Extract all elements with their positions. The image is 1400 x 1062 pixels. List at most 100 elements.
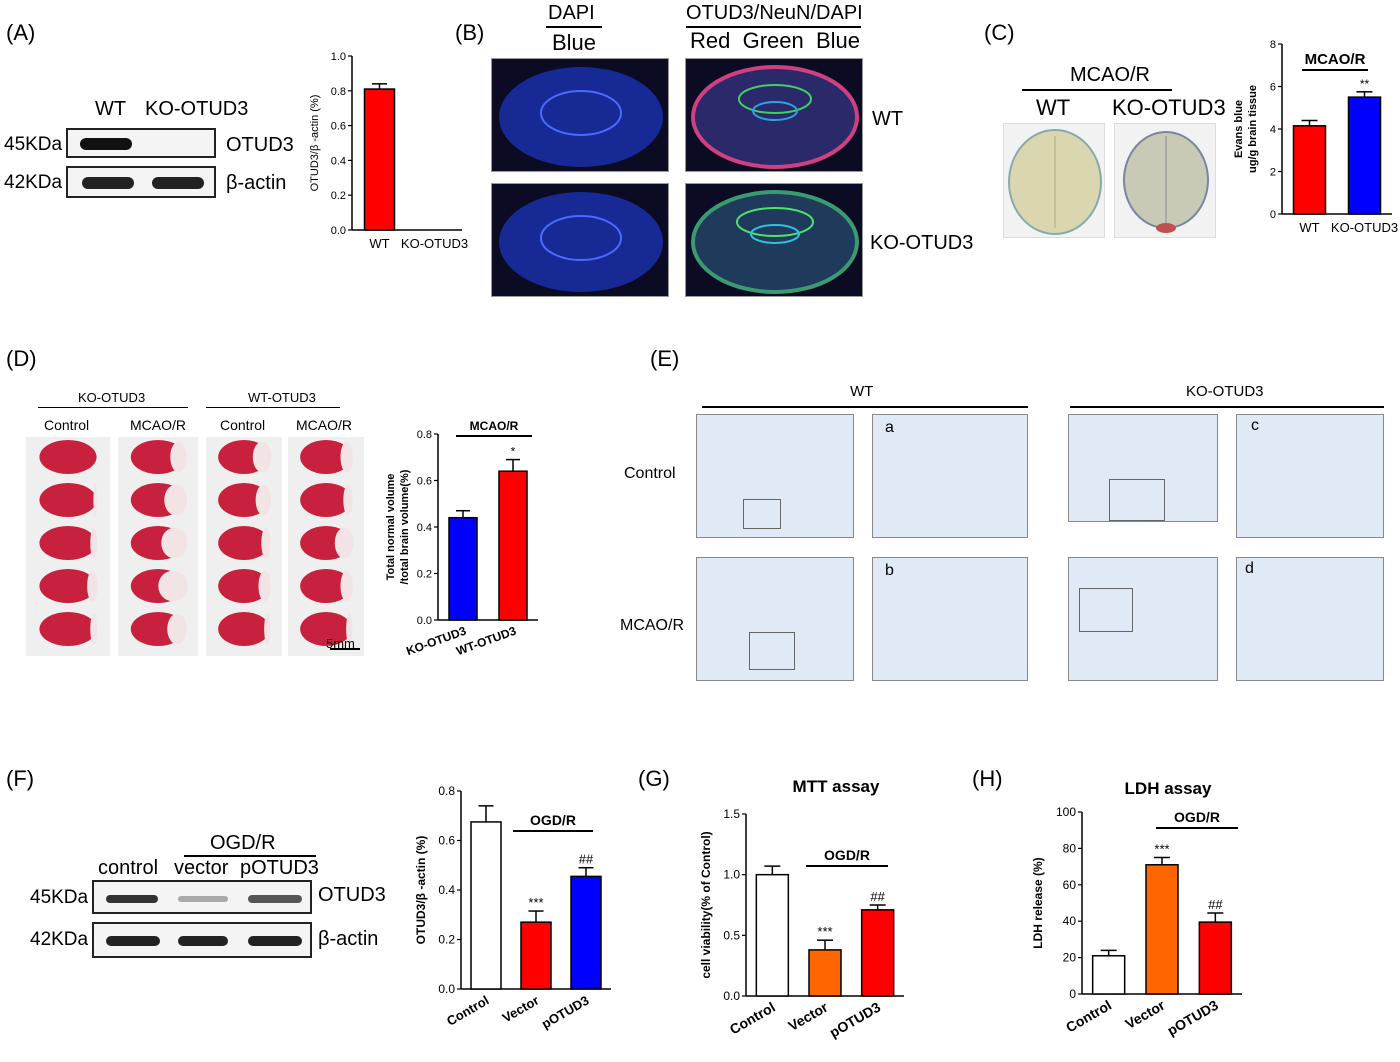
roi-box — [1109, 479, 1165, 521]
y-tick-label: 0.0 — [723, 989, 740, 1003]
brain-slice — [218, 569, 270, 603]
panel-label-a: (A) — [6, 20, 36, 45]
chart-g: 0.0 0.5 1.0 1.5 cell viability(% of Control)… — [699, 777, 904, 1041]
brain-slice — [218, 483, 270, 517]
y-tick-label: 0.2 — [438, 933, 455, 947]
bar — [1292, 125, 1327, 215]
band — [178, 896, 228, 902]
nissl-stain-inset-image: c — [1236, 414, 1384, 538]
infarct-area — [158, 570, 188, 602]
chart-h: 0 20 40 60 80 100 LDH release (%) Control *** Vec… — [1031, 779, 1242, 1039]
y-tick-label: 0.6 — [438, 834, 455, 848]
ttc-slices-image — [288, 437, 364, 656]
nissl-stain-image — [1068, 557, 1218, 681]
y-tick-label: 0.8 — [417, 429, 432, 441]
infarct-area — [258, 570, 271, 602]
y-tick-label: 0.4 — [438, 883, 455, 897]
x-tick-label: Control — [444, 993, 492, 1029]
y-tick-label: 0 — [1069, 987, 1076, 1001]
significance-label: *** — [1154, 842, 1169, 857]
infarct-area — [164, 484, 188, 516]
chart-d: 0.0 0.2 0.4 0.6 0.8 Total normal volume/total… — [385, 419, 538, 658]
nissl-stain-inset-image: d — [1236, 557, 1384, 681]
brain-slice — [300, 612, 352, 646]
chart-f: 0.0 0.2 0.4 0.6 0.8 OTUD3/β -actin (%) Control… — [414, 784, 611, 1032]
x-tick-label: pOTUD3 — [539, 993, 592, 1032]
significance-label: ** — [1360, 77, 1370, 91]
band — [248, 895, 302, 903]
bar — [755, 873, 790, 997]
inset-label: d — [1245, 560, 1254, 577]
significance-label: *** — [528, 895, 543, 910]
row-label-control: Control — [624, 465, 676, 482]
panel-label-c: (C) — [984, 20, 1015, 45]
y-tick-label: 0 — [1270, 209, 1276, 221]
divider — [206, 407, 340, 408]
infarct-area — [87, 570, 98, 602]
channel-label: Red Green Blue — [690, 28, 860, 53]
brain-slice — [218, 612, 270, 646]
protein-actin-f: β-actin — [318, 928, 379, 950]
y-axis-label: /total brain volume(%) — [399, 469, 411, 584]
roi-box — [743, 499, 781, 529]
y-tick-label: 20 — [1063, 951, 1077, 965]
significance-label: * — [511, 445, 516, 459]
blot-otud3-f — [92, 880, 312, 914]
y-tick-label: 0.5 — [723, 928, 740, 942]
band — [82, 177, 134, 189]
brain-slice — [300, 440, 352, 474]
y-axis-label: OTUD3/β -actin (%) — [414, 836, 428, 945]
y-tick-label: 0.0 — [331, 225, 346, 237]
infarct-area — [340, 441, 353, 473]
divider — [702, 406, 1028, 408]
group-label-c: MCAO/R — [1070, 64, 1150, 86]
y-tick-label: 6 — [1270, 82, 1276, 94]
y-tick-label: 0.0 — [438, 982, 455, 996]
brain-slice — [39, 612, 97, 646]
y-tick-label: 2 — [1270, 167, 1276, 179]
divider — [184, 855, 316, 857]
y-tick-label: 0.4 — [331, 155, 346, 167]
brain-slice — [300, 569, 352, 603]
brain-section-image — [685, 183, 863, 297]
panel-label-b: (B) — [455, 20, 485, 45]
nissl-stain-image — [696, 557, 854, 681]
bar — [363, 88, 396, 231]
chart-title: MTT assay — [793, 777, 880, 796]
col-label: MCAO/R — [130, 417, 186, 433]
row-label-wt: WT — [872, 108, 904, 130]
x-tick-label: pOTUD3 — [1164, 997, 1221, 1039]
nissl-stain-inset-image: b — [872, 557, 1028, 681]
marker-45kda: 45KDa — [4, 134, 63, 155]
lane-label: control — [98, 857, 159, 879]
panel-label-g: (G) — [638, 766, 670, 791]
group-label: MCAO/R — [470, 419, 519, 433]
divider — [686, 26, 861, 28]
bar — [1198, 921, 1233, 995]
infarct-area — [90, 613, 98, 645]
ttc-slices-image — [26, 437, 110, 656]
lane-label-ko: KO-OTUD3 — [145, 98, 249, 120]
col-label: MCAO/R — [296, 417, 352, 433]
x-tick-label: WT — [369, 236, 389, 251]
chart-a: 0.0 0.2 0.4 0.6 0.8 1.0 OTUD3/β -actin (%) WT KO… — [309, 51, 468, 251]
chart-title: LDH assay — [1125, 779, 1212, 798]
divider — [38, 407, 188, 408]
stain-label: OTUD3/NeuN/DAPI — [686, 2, 863, 24]
y-axis-label: OTUD3/β -actin (%) — [309, 95, 321, 192]
infarct-area — [334, 527, 354, 559]
x-tick-label: Vector — [500, 993, 542, 1026]
infarct-area — [343, 484, 353, 516]
protein-actin-a: β-actin — [226, 172, 287, 194]
y-axis-label: LDH release (%) — [1031, 857, 1045, 948]
x-tick-label: Control — [1063, 997, 1114, 1036]
y-tick-label: 80 — [1063, 841, 1077, 855]
x-tick-label: pOTUD3 — [827, 999, 884, 1041]
bar — [1091, 955, 1126, 995]
marker-42kda: 42KDa — [4, 172, 63, 193]
band — [178, 936, 228, 946]
group-label: OGD/R — [824, 847, 870, 863]
y-tick-label: 8 — [1270, 39, 1276, 51]
y-tick-label: 0.8 — [331, 86, 346, 98]
group-label: OGD/R — [1174, 809, 1220, 825]
